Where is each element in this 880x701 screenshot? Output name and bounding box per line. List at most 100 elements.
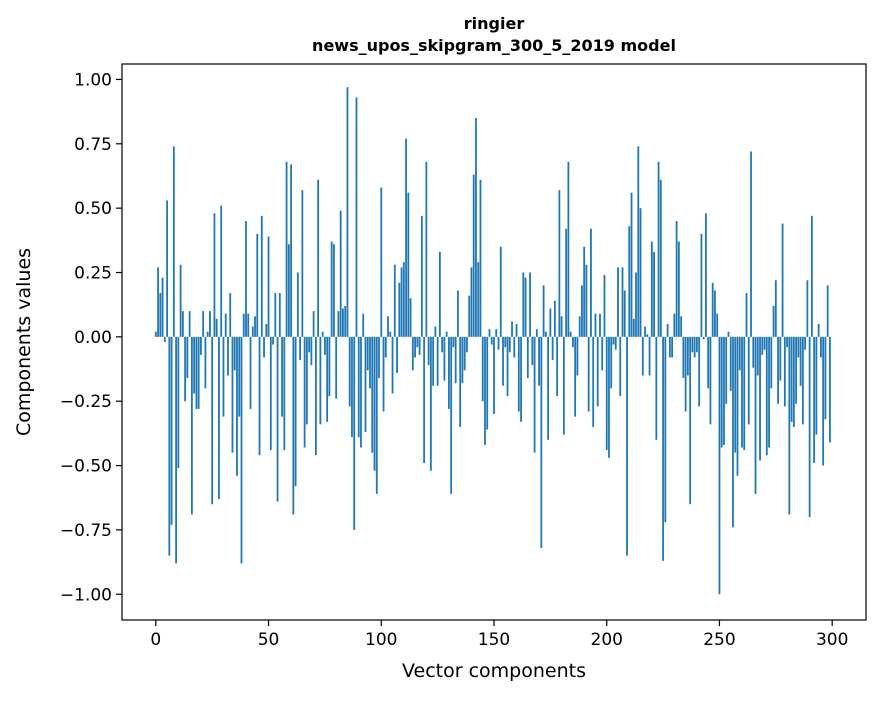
bar-59 <box>287 244 290 337</box>
chart-title-line1: ringier <box>464 14 525 33</box>
bar-41 <box>247 313 250 337</box>
bar-269 <box>761 336 764 355</box>
bar-186 <box>574 336 577 417</box>
bar-107 <box>396 336 398 373</box>
bar-84 <box>344 305 347 337</box>
y-tick-label: 1.00 <box>74 70 112 90</box>
bar-123 <box>432 336 435 386</box>
bar-122 <box>429 336 432 471</box>
bar-50 <box>267 236 270 337</box>
bar-4 <box>163 336 166 342</box>
bar-90 <box>357 336 360 438</box>
bar-40 <box>245 221 247 337</box>
bar-211 <box>630 192 633 337</box>
y-tick-label: −1.00 <box>60 585 112 605</box>
bar-137 <box>463 336 466 371</box>
bar-204 <box>614 336 617 350</box>
y-tick-label: −0.75 <box>60 521 112 541</box>
bar-214 <box>637 146 640 337</box>
bars-group <box>154 87 831 595</box>
bar-255 <box>729 336 732 391</box>
bar-267 <box>756 336 759 376</box>
y-axis-ticks: 1.00 0.75 0.50 0.25 0.00 −0.25 −0.50 −0.75 −1.00 <box>60 70 122 605</box>
bar-276 <box>777 336 779 404</box>
bar-226 <box>664 336 667 523</box>
bar-58 <box>285 161 288 337</box>
bar-233 <box>680 316 683 337</box>
bar-23 <box>206 331 209 337</box>
bar-151 <box>495 329 498 337</box>
bar-236 <box>686 336 689 376</box>
bar-210 <box>628 226 631 337</box>
bar-140 <box>470 267 473 337</box>
bar-28 <box>218 336 220 500</box>
bar-43 <box>251 326 254 337</box>
bar-63 <box>296 272 299 337</box>
bar-85 <box>346 87 349 337</box>
bar-237 <box>689 336 692 505</box>
bar-35 <box>233 336 236 371</box>
bar-87 <box>351 336 353 438</box>
bar-110 <box>402 262 405 337</box>
bar-112 <box>407 192 410 337</box>
bar-144 <box>479 179 482 337</box>
bar-249 <box>716 313 719 337</box>
bar-206 <box>619 336 622 397</box>
bar-109 <box>400 267 403 337</box>
bar-67 <box>305 336 308 425</box>
bar-18 <box>195 336 198 409</box>
bar-164 <box>524 277 527 337</box>
bar-19 <box>197 336 200 409</box>
y-tick-label: −0.25 <box>60 392 112 412</box>
bar-159 <box>513 336 516 358</box>
bar-263 <box>747 336 750 425</box>
bar-64 <box>299 336 302 361</box>
bar-213 <box>635 272 637 337</box>
bar-191 <box>585 264 588 337</box>
bar-291 <box>810 215 813 337</box>
bar-69 <box>310 336 313 366</box>
bar-24 <box>209 311 211 337</box>
bar-75 <box>324 336 326 355</box>
bar-108 <box>398 282 401 337</box>
bar-268 <box>759 336 761 461</box>
bar-289 <box>806 280 809 337</box>
bar-106 <box>393 264 396 337</box>
bar-20 <box>200 336 202 355</box>
bar-15 <box>188 311 191 337</box>
bar-88 <box>353 336 356 530</box>
y-tick-label: 0.25 <box>74 264 112 284</box>
bar-93 <box>364 336 367 433</box>
bar-254 <box>727 331 730 337</box>
bar-37 <box>238 336 241 417</box>
bar-111 <box>405 138 407 337</box>
bar-132 <box>452 336 455 348</box>
bar-179 <box>558 190 561 337</box>
bar-228 <box>668 336 671 358</box>
bar-266 <box>754 336 757 494</box>
bar-134 <box>457 290 459 337</box>
bar-177 <box>553 300 556 337</box>
chart-title-line2: news_upos_skipgram_300_5_2019 model <box>312 36 676 55</box>
bar-30 <box>222 336 225 417</box>
bar-74 <box>321 331 324 337</box>
bar-261 <box>743 336 746 451</box>
bar-127 <box>441 336 444 353</box>
bar-91 <box>360 336 362 448</box>
bar-275 <box>774 280 777 337</box>
bar-150 <box>493 336 495 415</box>
bar-190 <box>583 246 586 337</box>
bar-180 <box>560 316 563 337</box>
bar-12 <box>181 311 184 337</box>
bar-73 <box>319 336 322 425</box>
bar-13 <box>184 336 187 402</box>
bar-199 <box>603 275 606 337</box>
bar-83 <box>342 308 344 337</box>
bar-170 <box>538 336 540 386</box>
bar-163 <box>522 272 525 337</box>
bar-57 <box>283 336 286 451</box>
bar-6 <box>168 336 171 556</box>
bar-121 <box>427 336 430 366</box>
bar-203 <box>612 336 615 345</box>
